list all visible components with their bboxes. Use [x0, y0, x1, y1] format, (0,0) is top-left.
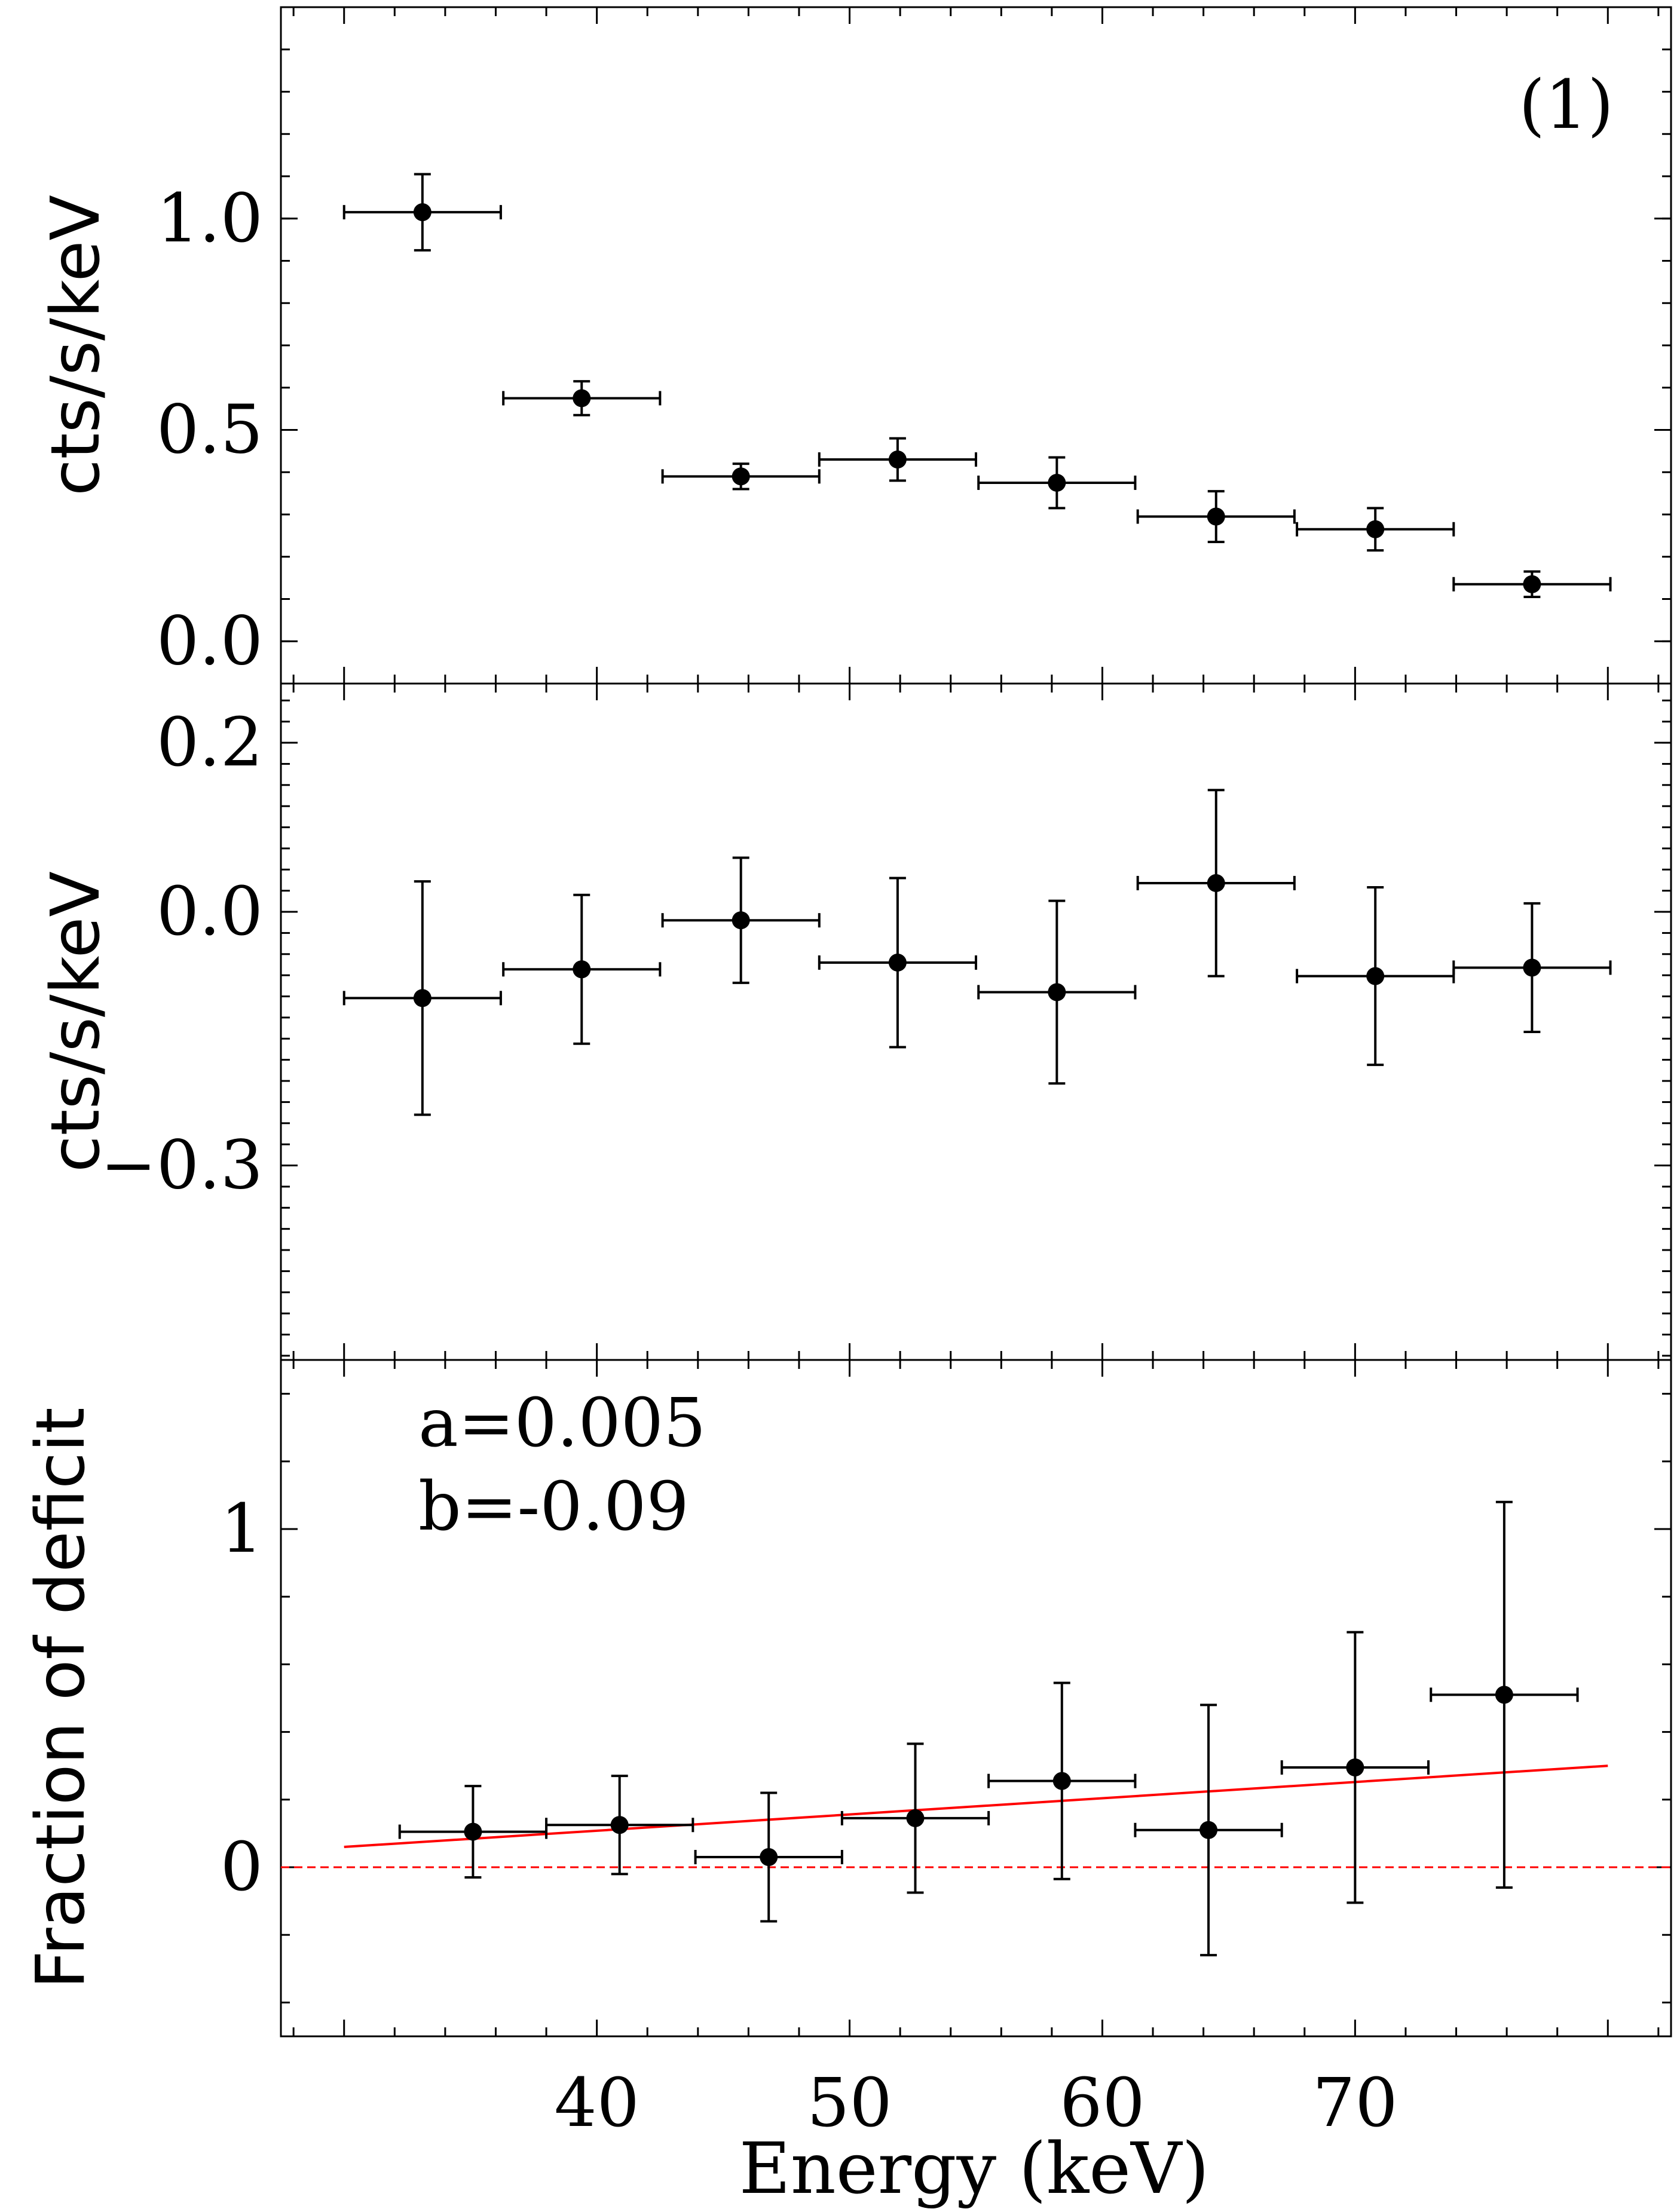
data-marker [1207, 874, 1225, 892]
data-marker [1346, 1758, 1364, 1777]
data-point [977, 456, 1137, 510]
data-marker [888, 953, 907, 972]
data-marker [573, 960, 591, 979]
x-axis-label: Energy (keV) [739, 2127, 1210, 2210]
data-point [1452, 902, 1612, 1033]
data-marker [732, 911, 750, 930]
y-tick-label: 0.2 [157, 704, 263, 782]
data-point [1136, 490, 1296, 543]
data-point [840, 1742, 990, 1894]
data-marker [888, 451, 907, 469]
data-point [694, 1791, 843, 1923]
x-tick-label: 60 [1060, 2064, 1145, 2142]
data-marker [1048, 983, 1066, 1001]
data-point [661, 462, 821, 491]
data-marker [1366, 967, 1385, 985]
y-axis-label: cts/s/keV [37, 871, 115, 1172]
data-point [342, 173, 502, 252]
data-point [977, 899, 1137, 1085]
data-marker [1052, 1772, 1071, 1790]
data-point [342, 880, 502, 1116]
y-tick-label: 1.0 [157, 180, 263, 258]
x-tick-label: 50 [807, 2064, 892, 2142]
fit-param-b: b=-0.09 [418, 1468, 689, 1546]
bottom-panel: 0 1 40 50 60 70 Fraction of deficit a=0.005b=-0… [22, 1359, 1672, 2142]
data-point [1134, 1704, 1283, 1957]
data-point [545, 1775, 694, 1876]
data-point [1280, 1631, 1430, 1904]
data-marker [413, 203, 432, 222]
data-point [1296, 507, 1455, 552]
y-tick-label: 0.0 [157, 602, 263, 680]
y-tick-label: 0.5 [157, 391, 263, 469]
middle-panel: −0.3 0.0 0.2 cts/s/keV [37, 682, 1672, 1361]
data-marker [1523, 575, 1541, 593]
y-axis-label: cts/s/keV [37, 195, 115, 496]
data-marker [1366, 520, 1385, 538]
data-point [502, 380, 662, 416]
y-tick-label: −0.3 [100, 1127, 263, 1205]
data-marker [1207, 507, 1225, 526]
y-tick-label: 0 [221, 1828, 263, 1906]
data-marker [1048, 473, 1066, 492]
data-marker [413, 989, 432, 1007]
data-point [1452, 570, 1612, 598]
data-marker [732, 467, 750, 486]
data-point [661, 856, 821, 984]
panel-label: (1) [1519, 66, 1614, 144]
y-tick-label: 0.0 [157, 873, 263, 951]
data-marker [1495, 1686, 1513, 1704]
axes-frame [280, 1359, 1672, 2038]
y-tick-label: 1 [221, 1490, 263, 1568]
linear-fit-line [344, 1764, 1608, 1849]
data-point [1136, 789, 1296, 978]
data-point [987, 1681, 1137, 1880]
top-panel: 0.0 0.5 1.0 cts/s/keV [37, 6, 1672, 685]
data-marker [1199, 1821, 1218, 1839]
data-point [398, 1785, 548, 1879]
x-tick-label: 40 [554, 2064, 639, 2142]
data-point [1430, 1500, 1579, 1889]
data-point [502, 893, 662, 1045]
y-axis-label: Fraction of deficit [22, 1407, 100, 1989]
fit-param-a: a=0.005 [418, 1384, 706, 1462]
data-marker [760, 1848, 778, 1867]
x-tick-label: 70 [1312, 2064, 1398, 2142]
data-marker [610, 1816, 629, 1834]
data-point [818, 877, 977, 1049]
data-marker [1523, 958, 1541, 977]
data-marker [573, 389, 591, 408]
data-marker [906, 1809, 925, 1827]
data-point [818, 437, 977, 482]
data-marker [464, 1822, 482, 1841]
